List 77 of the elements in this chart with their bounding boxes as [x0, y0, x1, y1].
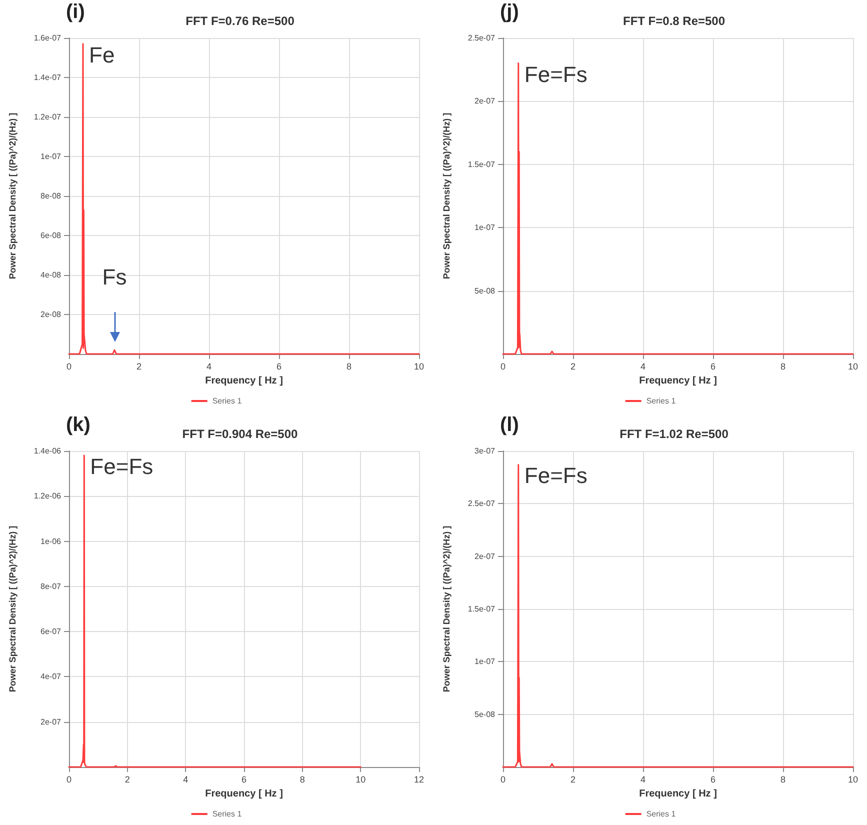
x-tick-label: 12 [414, 774, 424, 784]
y-tick-label: 6e-07 [40, 627, 62, 636]
y-tick-label: 1e-06 [40, 536, 62, 546]
x-tick-label: 8 [780, 362, 786, 372]
x-tick-label: 0 [66, 362, 72, 372]
y-tick-label: 2e-08 [40, 310, 62, 319]
x-tick-label: 6 [241, 774, 247, 784]
x-axis-title: Frequency [ Hz ] [639, 788, 717, 800]
annotation: Fe=Fs [90, 454, 154, 480]
y-tick-label: 1.5e-07 [468, 604, 496, 614]
y-tick-label: 1.4e-07 [34, 73, 62, 82]
x-tick-label: 6 [710, 362, 716, 372]
x-tick-label: 4 [183, 774, 188, 784]
y-tick-label: 1.4e-06 [34, 446, 62, 456]
chart-title: FFT F=0.904 Re=500 [182, 427, 298, 441]
x-tick-label: 2 [570, 774, 576, 784]
x-axis-title: Frequency [ Hz ] [639, 376, 717, 386]
x-tick-label: 0 [500, 774, 506, 784]
x-tick-label: 8 [300, 774, 305, 784]
y-tick-label: 1e-07 [474, 223, 496, 232]
x-tick-label: 8 [780, 774, 786, 784]
x-tick-label: 0 [66, 774, 72, 784]
y-axis-title: Power Spectral Density [ ((Pa)^2)/(Hz) ] [442, 526, 452, 692]
y-axis-title: Power Spectral Density [ ((Pa)^2)/(Hz) ] [442, 112, 452, 280]
x-tick-label: 2 [124, 774, 130, 784]
legend-label: Series 1 [646, 396, 676, 406]
annotation: Fe=Fs [524, 62, 588, 87]
y-tick-label: 2e-07 [474, 96, 496, 106]
x-tick-label: 8 [346, 362, 352, 372]
text: (i) [66, 1, 85, 23]
y-tick-label: 1.5e-07 [468, 160, 496, 169]
x-tick-label: 4 [206, 362, 212, 372]
annotation: Fs [102, 264, 127, 290]
y-tick-label: 3e-07 [474, 446, 496, 456]
text: (l) [500, 414, 519, 436]
annotation: Fe [89, 42, 115, 68]
y-tick-label: 2e-07 [474, 552, 496, 561]
x-tick-label: 10 [414, 362, 424, 372]
x-tick-label: 4 [640, 362, 646, 372]
y-tick-label: 2.5e-07 [468, 34, 496, 42]
x-axis-title: Frequency [ Hz ] [205, 376, 283, 386]
y-tick-label: 1e-07 [474, 657, 496, 666]
chart-title: FFT F=0.76 Re=500 [186, 14, 295, 28]
y-tick-label: 6e-08 [40, 231, 62, 240]
y-tick-label: 5e-08 [474, 710, 496, 719]
y-tick-label: 2.5e-07 [468, 499, 496, 508]
chart-title: FFT F=1.02 Re=500 [620, 427, 729, 441]
y-axis-title: Power Spectral Density [ ((Pa)^2)/(Hz) ] [8, 526, 18, 692]
y-tick-label: 8e-07 [40, 582, 62, 591]
x-tick-label: 6 [276, 362, 282, 372]
y-tick-label: 5e-08 [474, 286, 496, 296]
x-tick-label: 2 [570, 362, 576, 372]
x-tick-label: 0 [500, 362, 506, 372]
y-tick-label: 4e-08 [40, 270, 62, 280]
x-tick-label: 6 [710, 774, 716, 784]
y-tick-label: 1e-07 [40, 152, 62, 161]
legend-label: Series 1 [212, 810, 242, 818]
text: (j) [500, 1, 519, 23]
y-axis-title: Power Spectral Density [ ((Pa)^2)/(Hz) ] [8, 112, 18, 280]
x-tick-label: 4 [640, 774, 646, 784]
x-tick-label: 10 [356, 774, 366, 784]
y-tick-label: 1.2e-07 [34, 112, 62, 122]
y-tick-label: 4e-07 [40, 672, 62, 682]
y-tick-label: 2e-07 [40, 717, 62, 726]
x-axis-title: Frequency [ Hz ] [205, 788, 283, 800]
y-tick-label: 1.2e-06 [34, 492, 62, 501]
line-series [68, 454, 362, 768]
legend-label: Series 1 [646, 810, 676, 818]
x-tick-label: 10 [848, 774, 858, 784]
y-tick-label: 1.6e-07 [34, 34, 62, 42]
chart-title: FFT F=0.8 Re=500 [622, 14, 726, 28]
text: (k) [66, 414, 90, 436]
legend-label: Series 1 [212, 396, 242, 406]
y-tick-label: 8e-08 [40, 192, 62, 200]
x-tick-label: 10 [848, 362, 858, 372]
annotation: Fe=Fs [524, 463, 588, 488]
x-tick-label: 2 [136, 362, 142, 372]
